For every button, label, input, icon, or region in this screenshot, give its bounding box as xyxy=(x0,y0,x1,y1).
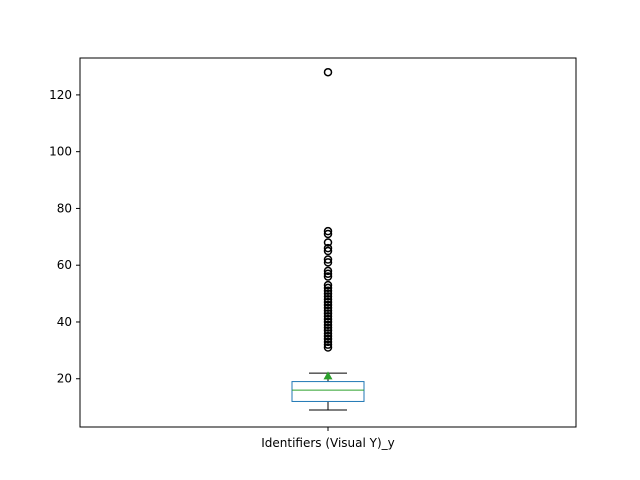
outlier-point xyxy=(323,283,333,293)
outlier-point xyxy=(323,300,333,310)
outlier-point xyxy=(323,320,333,330)
outlier-point xyxy=(323,323,333,332)
outlier-point xyxy=(323,286,333,296)
outlier-point xyxy=(323,306,333,315)
outlier-point xyxy=(323,329,333,338)
box-element xyxy=(291,371,365,411)
outlier-point xyxy=(323,295,333,304)
y-axis: 20 40 60 80 100 120 xyxy=(49,88,80,386)
outlier-point xyxy=(323,67,333,77)
outlier-point xyxy=(323,238,333,247)
outlier-point xyxy=(323,303,333,313)
outlier-point xyxy=(323,326,333,335)
outlier-point xyxy=(323,289,333,298)
outlier-point xyxy=(323,317,333,327)
outlier-point xyxy=(323,337,333,347)
outlier-point xyxy=(323,266,333,276)
outlier-point xyxy=(323,312,333,321)
y-tick-label: 80 xyxy=(57,201,72,215)
outlier-point xyxy=(323,334,333,344)
y-tick-label: 20 xyxy=(57,372,72,386)
outlier-point xyxy=(323,246,333,256)
outlier-point xyxy=(323,292,333,301)
outliers xyxy=(323,67,333,352)
outlier-point xyxy=(323,314,333,324)
outlier-point xyxy=(323,258,333,267)
x-tick-label: Identifiers (Visual Y)_y xyxy=(261,436,395,450)
outlier-point xyxy=(323,272,333,281)
outlier-point xyxy=(323,243,333,253)
outlier-point xyxy=(323,331,333,341)
x-axis: Identifiers (Visual Y)_y xyxy=(261,427,395,450)
outlier-point xyxy=(323,297,333,307)
outlier-point xyxy=(323,340,333,349)
y-tick-label: 60 xyxy=(57,258,72,272)
y-tick-label: 40 xyxy=(57,315,72,329)
outlier-point xyxy=(323,280,333,290)
outlier-point xyxy=(323,255,333,264)
y-tick-label: 120 xyxy=(49,88,72,102)
outlier-point xyxy=(323,226,333,236)
mean-marker xyxy=(323,371,333,380)
outlier-point xyxy=(323,229,333,239)
outlier-point xyxy=(323,343,333,352)
outlier-point xyxy=(323,269,333,278)
outlier-point xyxy=(323,309,333,318)
y-tick-label: 100 xyxy=(49,145,72,159)
iqr-box xyxy=(291,381,365,402)
